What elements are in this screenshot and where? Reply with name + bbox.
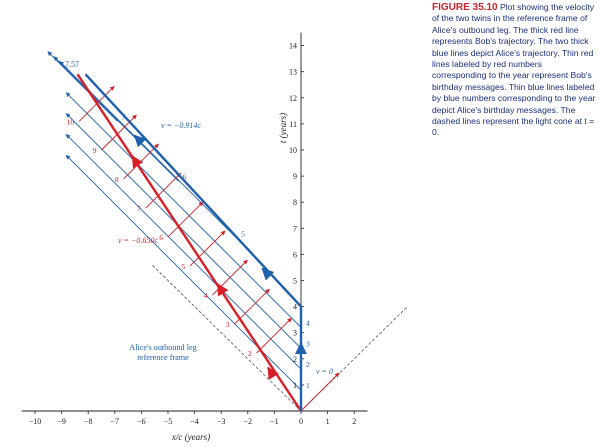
bob-message-line — [101, 114, 137, 151]
y-tick-label: 2 — [293, 355, 297, 364]
alice-year-label: 4 — [306, 318, 310, 327]
alice-rest-velocity-label: v = 0 — [316, 367, 333, 376]
y-tick-label: 4 — [293, 303, 297, 312]
bob-year-label: 4 — [204, 291, 208, 300]
y-tick-label: 5 — [293, 277, 297, 286]
x-tick-label: −9 — [57, 417, 66, 426]
bob-trajectory — [76, 73, 302, 412]
bob-message-line — [123, 143, 159, 180]
trajectories — [76, 73, 307, 412]
caption-text: Plot showing the velocity of the two twi… — [432, 2, 596, 138]
y-tick-label: 10 — [289, 146, 297, 155]
alice-year-label: 3 — [306, 339, 310, 348]
x-tick-label: 1 — [326, 417, 330, 426]
alice-return-velocity-label: v = −0.914c — [161, 121, 201, 130]
alice-return-trajectory — [84, 73, 302, 308]
light-cone-left — [151, 264, 302, 412]
bob-message-line — [256, 317, 292, 354]
x-tick-label: −6 — [137, 417, 146, 426]
bob-year-label: 6 — [159, 233, 163, 242]
bob-year-label: 5 — [181, 262, 185, 271]
bob-direction-arrow — [216, 283, 229, 297]
y-axis-label: t (years) — [278, 113, 288, 143]
y-tick-label: 9 — [293, 172, 297, 181]
alice-year-label: 7 — [121, 112, 125, 121]
alice-year-label: 2 — [306, 360, 310, 369]
alice-message-line — [65, 92, 302, 328]
bob-year-label: 2 — [248, 349, 252, 358]
alice-year-label: 1 — [306, 381, 310, 390]
alice-message-line — [53, 56, 179, 182]
light-cone — [151, 264, 408, 412]
y-tick-label: 8 — [293, 198, 297, 207]
y-tick-label: 11 — [289, 120, 297, 129]
y-tick-label: 12 — [289, 94, 297, 103]
bob-year-label: 8 — [115, 175, 119, 184]
alice-message-line — [65, 134, 302, 370]
bob-message-line — [145, 172, 181, 209]
alice-end-label: 7.57 — [65, 60, 79, 69]
y-tick-label: 1 — [293, 381, 297, 390]
bob-message-line — [167, 201, 204, 238]
bob-direction-arrow — [131, 155, 144, 169]
y-tick-label: 3 — [293, 329, 297, 338]
frame-label: Alice's outbound leg reference frame — [129, 343, 197, 362]
y-tick-label: 14 — [289, 42, 297, 51]
bob-message-line — [300, 372, 340, 412]
x-tick-label: −5 — [164, 417, 173, 426]
x-tick-label: −1 — [270, 417, 279, 426]
y-tick-label: 6 — [293, 250, 297, 259]
alice-direction-arrow — [261, 267, 275, 281]
alice-year-label: 5 — [241, 230, 245, 239]
x-axis-label: x/c (years) — [171, 432, 210, 442]
figure-caption: FIGURE 35.10 Plot showing the velocity o… — [432, 2, 598, 139]
x-tick-label: 0 — [299, 417, 303, 426]
alice-birthday-messages — [47, 51, 302, 391]
alice-direction-arrow — [133, 134, 147, 148]
alice-message-line — [65, 113, 302, 349]
figure-label: FIGURE 35.10 — [432, 2, 498, 13]
bob-year-label: 3 — [226, 320, 230, 329]
x-tick-label: −4 — [190, 417, 199, 426]
x-tick-label: −10 — [29, 417, 42, 426]
bob-year-label: 7 — [137, 204, 141, 213]
y-tick-label: 13 — [289, 68, 297, 77]
alice-year-label: 6 — [183, 172, 187, 181]
x-tick-label: −8 — [84, 417, 93, 426]
x-tick-label: −7 — [111, 417, 120, 426]
x-tick-label: −3 — [217, 417, 226, 426]
bob-direction-arrow — [267, 366, 279, 380]
x-tick-label: 2 — [352, 417, 356, 426]
bob-velocity-label: v = −0.650c — [118, 236, 158, 245]
y-tick-label: 7 — [293, 224, 297, 233]
bob-year-label: 10 — [67, 117, 75, 126]
x-tick-label: −2 — [244, 417, 253, 426]
alice-message-line — [47, 51, 118, 122]
bob-message-line — [189, 230, 226, 267]
bob-year-label: 9 — [93, 146, 97, 155]
